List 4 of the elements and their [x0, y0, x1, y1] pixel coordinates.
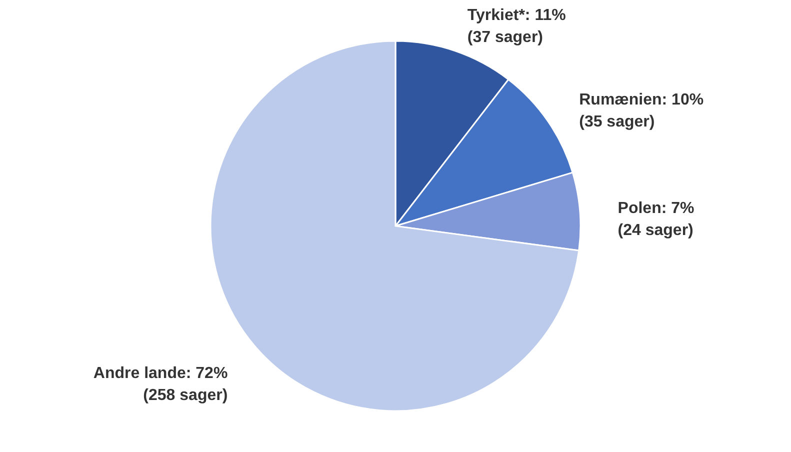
- slice-label: Andre lande: 72% (258 sager): [93, 364, 228, 404]
- slice-label: Polen: 7% (24 sager): [618, 200, 694, 240]
- slice-label: Tyrkiet*: 11% (37 sager): [467, 6, 566, 46]
- slice-label: Rumænien: 10% (35 sager): [579, 91, 704, 130]
